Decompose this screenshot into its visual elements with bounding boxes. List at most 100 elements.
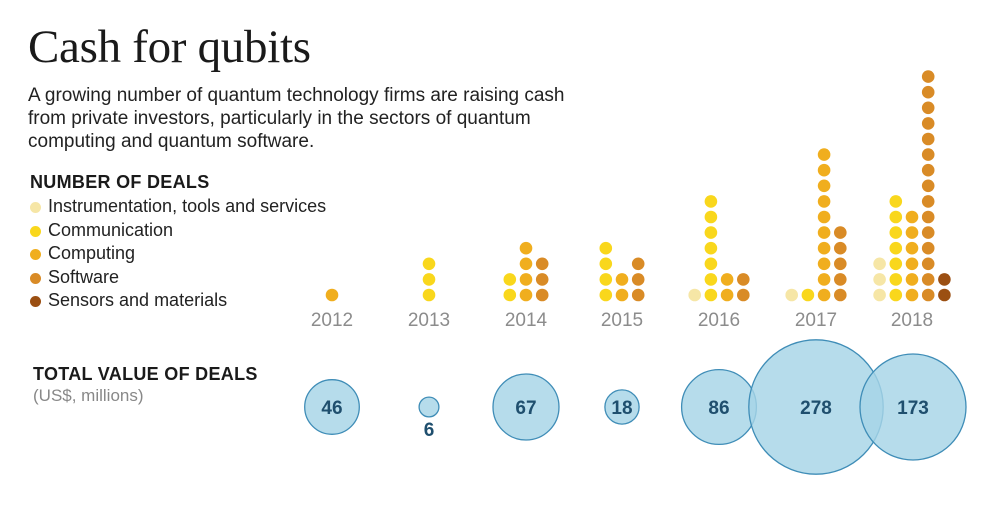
- deal-dot: [704, 210, 718, 224]
- legend-item: Instrumentation, tools and services: [30, 195, 326, 219]
- deal-dot: [704, 226, 718, 239]
- total-value-heading: TOTAL VALUE OF DEALS: [33, 364, 258, 384]
- deal-dot: [631, 288, 645, 302]
- value-bubbles: [304, 339, 967, 475]
- legend-label: Computing: [48, 243, 136, 263]
- deal-dot: [873, 257, 886, 271]
- deal-dot: [801, 288, 815, 302]
- value-label: 173: [897, 398, 929, 419]
- year-label: 2018: [891, 310, 933, 331]
- value-bubble: [859, 353, 967, 461]
- deal-dot: [834, 226, 847, 239]
- deal-dot: [921, 117, 935, 130]
- deal-dot: [688, 288, 701, 302]
- legend-label: Sensors and materials: [48, 290, 228, 310]
- deal-dot: [921, 70, 935, 83]
- deal-dot: [535, 288, 549, 302]
- deal-dot: [921, 288, 935, 302]
- deal-dot: [889, 257, 903, 271]
- legend-swatch: [30, 296, 41, 307]
- deal-dot: [615, 288, 629, 302]
- legend-swatch: [30, 249, 41, 260]
- year-label: 2017: [795, 310, 837, 331]
- legend-swatch: [30, 272, 41, 284]
- deal-dot: [921, 195, 935, 208]
- value-bubble: [304, 379, 360, 435]
- deal-dot: [704, 241, 718, 255]
- deal-dot: [938, 273, 951, 286]
- year-label: 2015: [601, 310, 643, 331]
- value-label: 278: [800, 398, 832, 419]
- deal-dot: [720, 288, 734, 302]
- deal-dot: [921, 257, 935, 271]
- deal-dot: [834, 257, 847, 271]
- deal-dot: [921, 163, 935, 177]
- deal-dot: [519, 241, 533, 255]
- legend: Instrumentation, tools and services Commu…: [30, 195, 326, 313]
- deal-dot: [905, 226, 919, 239]
- deal-dot: [889, 273, 903, 286]
- deal-dot: [921, 179, 935, 193]
- legend-label: Software: [48, 266, 120, 287]
- deal-dot: [599, 257, 613, 271]
- deal-dot: [921, 273, 935, 286]
- deal-dot: [889, 195, 903, 208]
- deal-dot: [873, 288, 886, 302]
- value-label: 46: [321, 398, 342, 419]
- legend-swatch: [30, 202, 41, 213]
- deal-dot: [704, 257, 718, 271]
- year-label: 2013: [408, 310, 450, 331]
- value-label: 86: [708, 398, 729, 419]
- legend-swatch: [30, 225, 41, 237]
- deal-dot: [817, 257, 831, 271]
- deal-dot: [921, 101, 935, 115]
- legend-item: Computing: [30, 242, 326, 266]
- deal-dot: [535, 257, 549, 271]
- value-bubble: [604, 389, 640, 425]
- deal-dot: [817, 163, 831, 177]
- deal-dot: [737, 273, 750, 286]
- deal-dot: [817, 210, 831, 224]
- deal-dot: [422, 273, 436, 286]
- deal-dot: [889, 226, 903, 239]
- deal-dot: [615, 273, 629, 286]
- deal-dot: [817, 179, 831, 193]
- deal-dot: [889, 210, 903, 224]
- deal-dot: [817, 241, 831, 255]
- deal-dot: [535, 273, 549, 286]
- deal-dot: [905, 273, 919, 286]
- deal-dot: [631, 273, 645, 286]
- deal-dot: [422, 257, 436, 271]
- deal-dot: [905, 257, 919, 271]
- deal-dot: [503, 273, 517, 286]
- deal-dot: [519, 273, 533, 286]
- deal-dot: [817, 195, 831, 208]
- deal-dot: [834, 241, 847, 255]
- deal-dot: [704, 195, 718, 208]
- value-labels: 46 6 67 18 86 278 173: [321, 398, 928, 441]
- deal-dot: [817, 273, 831, 286]
- deal-dot: [921, 132, 935, 146]
- deal-dot: [422, 288, 436, 302]
- deal-dots: [325, 70, 951, 302]
- total-value-unit: (US$, millions): [33, 386, 144, 405]
- deal-dot: [817, 148, 831, 161]
- deal-dot: [834, 273, 847, 286]
- deal-dot: [905, 210, 919, 224]
- deal-dot: [921, 85, 935, 99]
- year-label: 2012: [311, 310, 353, 331]
- deal-dot: [921, 210, 935, 224]
- deal-dot: [737, 288, 750, 302]
- deal-dot: [873, 273, 886, 286]
- year-label: 2014: [505, 310, 548, 331]
- deal-dot: [720, 273, 734, 286]
- deal-dot: [519, 288, 533, 302]
- deal-dot: [599, 241, 613, 255]
- deal-dot: [921, 226, 935, 239]
- deal-dot: [519, 257, 533, 271]
- deal-dot: [834, 288, 847, 302]
- deal-dot: [704, 273, 718, 286]
- deal-dot: [921, 148, 935, 161]
- deal-dot: [704, 288, 718, 302]
